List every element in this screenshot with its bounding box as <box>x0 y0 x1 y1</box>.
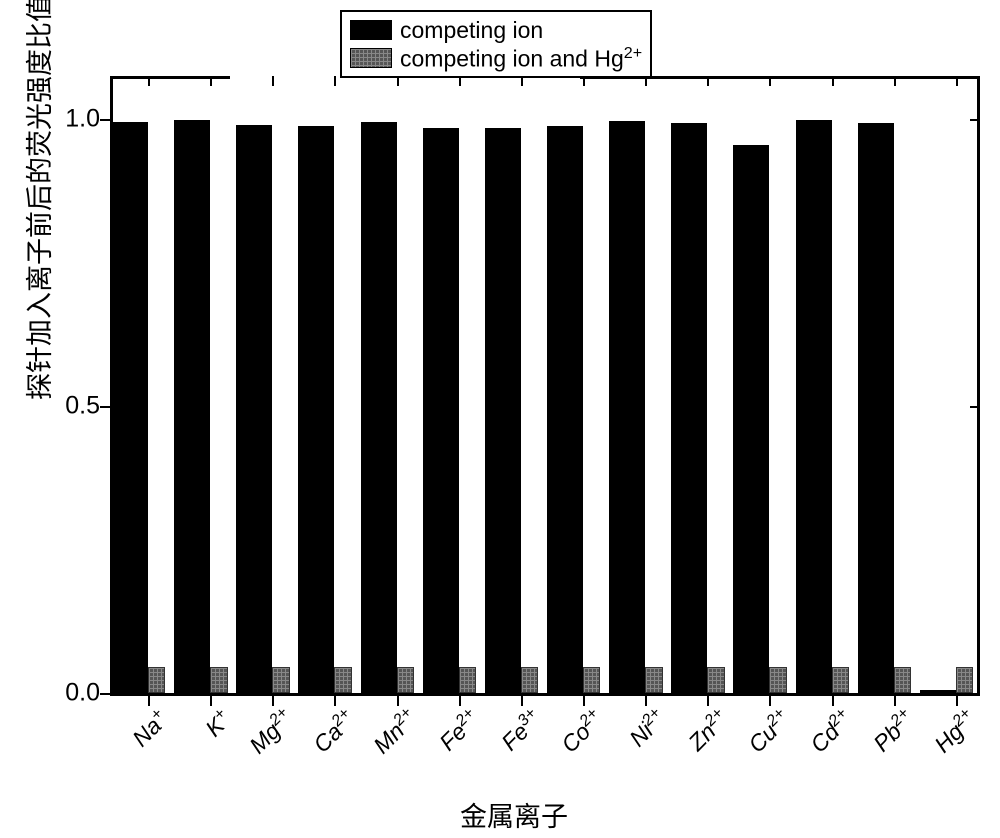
x-tick-label: Ca2+ <box>307 704 361 758</box>
bar-competing <box>733 145 769 693</box>
x-tick <box>397 696 399 706</box>
x-tick <box>334 696 336 706</box>
y-tick <box>970 119 980 121</box>
y-tick <box>100 406 110 408</box>
x-tick <box>956 76 958 86</box>
bar-competing-hg <box>148 667 165 693</box>
bar-competing-hg <box>583 667 600 693</box>
legend-swatch-solid <box>350 20 392 40</box>
chart-container: competing ion competing ion and Hg2+ 0.0… <box>110 10 980 740</box>
x-tick-label: Fe2+ <box>433 704 485 756</box>
x-tick <box>583 696 585 706</box>
x-tick-label: Mn2+ <box>367 704 423 760</box>
x-tick-label: Na+ <box>126 704 174 752</box>
plot-area: 0.00.51.0Na+K+Mg2+Ca2+Mn2+Fe2+Fe3+Co2+Ni… <box>110 76 980 696</box>
bar-competing-hg <box>894 667 911 693</box>
bar-competing <box>298 126 334 693</box>
x-tick <box>894 696 896 706</box>
bar-competing <box>547 126 583 693</box>
bar-competing <box>174 120 210 693</box>
x-tick <box>769 696 771 706</box>
bar-competing-hg <box>645 667 662 693</box>
bar-competing <box>361 122 397 693</box>
x-tick-label: Hg2+ <box>928 704 982 758</box>
legend: competing ion competing ion and Hg2+ <box>340 10 652 78</box>
bar-competing-hg <box>769 667 786 693</box>
x-tick-label: Cu2+ <box>742 704 796 758</box>
x-tick <box>521 696 523 706</box>
bar-competing <box>112 122 148 693</box>
x-tick-label: Mg2+ <box>243 704 299 760</box>
bar-competing <box>796 120 832 693</box>
bar-competing <box>423 128 459 693</box>
bar-competing-hg <box>397 667 414 693</box>
x-tick <box>148 76 150 86</box>
x-tick-label: Ni2+ <box>623 704 672 753</box>
x-tick-label: Cd2+ <box>804 704 858 758</box>
bar-competing <box>920 690 956 693</box>
legend-label: competing ion <box>400 17 543 44</box>
bar-competing-hg <box>956 667 973 693</box>
x-tick-label: Pb2+ <box>867 704 920 757</box>
bar-competing-hg <box>210 667 227 693</box>
y-axis-title: 探针加入离子前后的荧光强度比值 <box>18 0 57 400</box>
bar-competing-hg <box>334 667 351 693</box>
x-tick <box>832 696 834 706</box>
x-tick <box>707 696 709 706</box>
x-tick <box>272 76 274 86</box>
legend-label: competing ion and Hg2+ <box>400 44 642 73</box>
x-tick <box>334 76 336 86</box>
bar-competing-hg <box>459 667 476 693</box>
bar-competing-hg <box>832 667 849 693</box>
x-axis-line <box>110 693 977 696</box>
legend-swatch-hatch <box>350 48 392 68</box>
y-tick-label: 1.0 <box>50 105 100 134</box>
x-tick <box>769 76 771 86</box>
bar-competing <box>858 123 894 693</box>
legend-item-competing-hg: competing ion and Hg2+ <box>350 44 642 72</box>
x-tick <box>956 696 958 706</box>
bar-competing <box>485 128 521 693</box>
x-tick <box>707 76 709 86</box>
bar-competing <box>236 125 272 693</box>
x-tick <box>645 696 647 706</box>
x-tick-label: K+ <box>199 704 237 742</box>
bar-competing <box>609 121 645 693</box>
y-tick <box>100 119 110 121</box>
x-tick-label: Zn2+ <box>682 704 734 756</box>
y-tick <box>970 406 980 408</box>
x-axis-title: 金属离子 <box>460 795 568 834</box>
x-tick <box>148 696 150 706</box>
x-tick <box>459 696 461 706</box>
x-tick <box>210 76 212 86</box>
y-tick-label: 0.0 <box>50 679 100 708</box>
y-tick-label: 0.5 <box>50 392 100 421</box>
bar-competing-hg <box>707 667 724 693</box>
bar-competing-hg <box>272 667 289 693</box>
y-tick <box>100 693 110 695</box>
legend-item-competing: competing ion <box>350 16 642 44</box>
x-tick <box>894 76 896 86</box>
bar-competing-hg <box>521 667 538 693</box>
bar-competing <box>671 123 707 693</box>
x-tick-label: Co2+ <box>555 704 609 758</box>
x-tick <box>832 76 834 86</box>
y-tick <box>970 693 980 695</box>
x-tick-label: Fe3+ <box>495 704 547 756</box>
x-tick <box>210 696 212 706</box>
x-tick <box>272 696 274 706</box>
